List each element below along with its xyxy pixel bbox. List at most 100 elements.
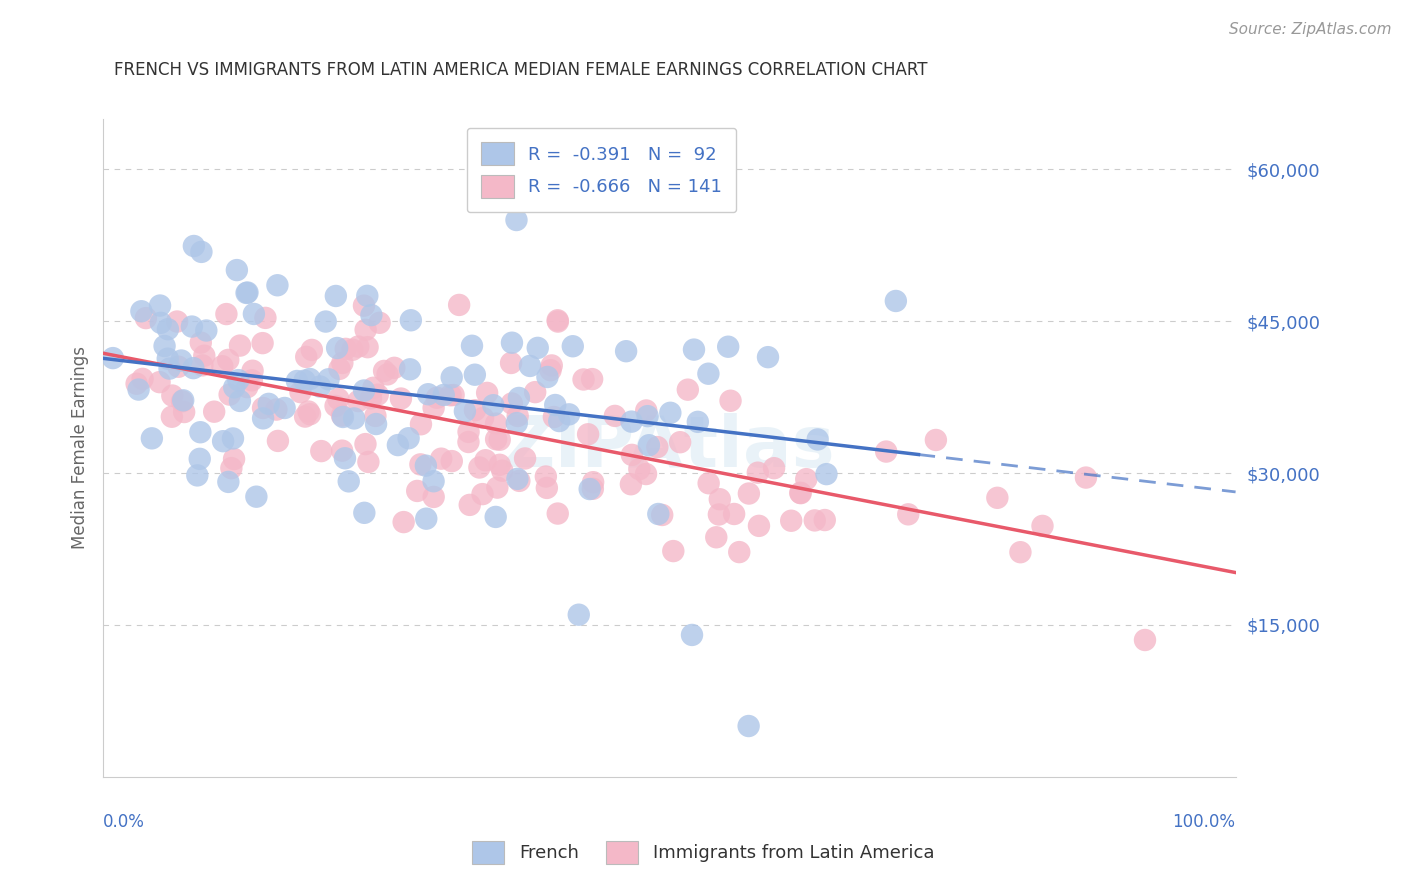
Point [875, 444, 897, 458]
Point [508, 474, 530, 488]
Point [389, 392, 412, 406]
Point [347, 394, 370, 409]
Point [149, 316, 172, 330]
Point [235, 285, 257, 300]
Point [218, 387, 240, 401]
Point [458, 498, 481, 512]
Point [422, 401, 444, 415]
Point [418, 387, 440, 401]
Point [409, 417, 432, 432]
Point [536, 481, 558, 495]
Point [367, 387, 389, 401]
Point [354, 323, 377, 337]
Text: 0.0%: 0.0% [103, 813, 145, 830]
Point [1010, 545, 1032, 559]
Point [224, 380, 246, 394]
Point [620, 448, 643, 462]
Point [506, 472, 529, 486]
Point [647, 440, 669, 454]
Point [356, 340, 378, 354]
Point [925, 433, 948, 447]
Point [482, 398, 505, 412]
Point [399, 313, 422, 327]
Point [697, 476, 720, 491]
Point [475, 385, 498, 400]
Point [471, 487, 494, 501]
Point [486, 481, 509, 495]
Point [267, 434, 290, 448]
Point [747, 466, 769, 480]
Point [439, 388, 461, 402]
Point [651, 508, 673, 522]
Point [170, 394, 193, 409]
Point [433, 388, 456, 402]
Point [215, 307, 238, 321]
Point [188, 451, 211, 466]
Point [780, 514, 803, 528]
Point [547, 315, 569, 329]
Point [195, 324, 218, 338]
Point [491, 464, 513, 478]
Point [330, 409, 353, 423]
Point [295, 350, 318, 364]
Point [440, 454, 463, 468]
Point [342, 343, 364, 357]
Point [360, 308, 382, 322]
Point [294, 374, 316, 388]
Point [173, 405, 195, 419]
Point [131, 304, 153, 318]
Point [409, 458, 432, 472]
Point [252, 411, 274, 425]
Point [190, 335, 212, 350]
Point [337, 475, 360, 489]
Point [508, 391, 530, 405]
Point [166, 314, 188, 328]
Point [519, 359, 541, 373]
Point [318, 372, 340, 386]
Point [156, 351, 179, 366]
Point [807, 433, 830, 447]
Text: 100.0%: 100.0% [1173, 813, 1236, 830]
Point [748, 519, 770, 533]
Point [620, 477, 643, 491]
Point [353, 506, 375, 520]
Point [257, 397, 280, 411]
Point [159, 361, 181, 376]
Point [347, 340, 370, 354]
Point [659, 406, 682, 420]
Point [191, 359, 214, 373]
Point [252, 336, 274, 351]
Point [141, 431, 163, 445]
Point [717, 340, 740, 354]
Point [501, 335, 523, 350]
Point [662, 544, 685, 558]
Point [222, 452, 245, 467]
Point [190, 244, 212, 259]
Point [285, 374, 308, 388]
Point [353, 299, 375, 313]
Point [548, 414, 571, 428]
Point [440, 370, 463, 384]
Point [354, 437, 377, 451]
Point [328, 362, 350, 376]
Point [242, 364, 264, 378]
Point [614, 344, 637, 359]
Point [183, 361, 205, 376]
Point [464, 403, 486, 417]
Point [236, 285, 259, 300]
Point [501, 396, 523, 410]
Point [638, 438, 661, 452]
Point [603, 409, 626, 423]
Point [382, 360, 405, 375]
Text: Source: ZipAtlas.com: Source: ZipAtlas.com [1229, 22, 1392, 37]
Point [485, 417, 508, 431]
Text: ZIPAtlas: ZIPAtlas [503, 413, 835, 483]
Point [628, 462, 651, 476]
Point [325, 289, 347, 303]
Point [568, 607, 591, 622]
Point [704, 530, 727, 544]
Point [153, 339, 176, 353]
Point [415, 458, 437, 473]
Point [193, 349, 215, 363]
Point [499, 356, 522, 370]
